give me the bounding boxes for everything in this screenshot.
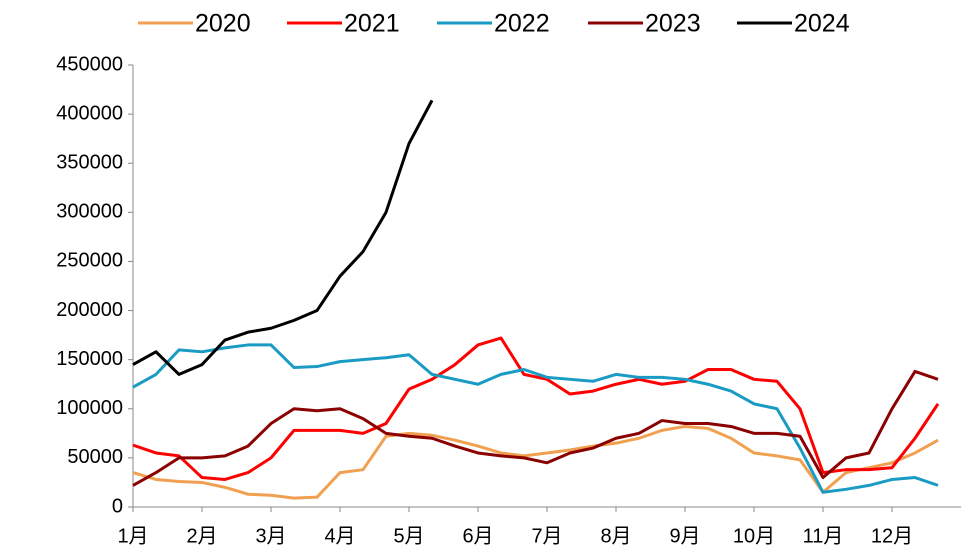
legend-label: 2022 — [494, 10, 550, 38]
x-tick-label: 1月 — [117, 525, 148, 547]
x-tick-label: 10月 — [733, 525, 775, 547]
x-tick-label: 3月 — [255, 525, 286, 547]
series-line — [132, 343, 939, 494]
y-tick-label: 200000 — [56, 299, 123, 321]
y-tick-label: 450000 — [56, 53, 123, 75]
x-tick-label: 7月 — [531, 525, 562, 547]
legend-label: 2024 — [794, 10, 850, 38]
series-line — [132, 424, 939, 500]
y-tick-label: 150000 — [56, 348, 123, 370]
x-tick-label: 9月 — [669, 525, 700, 547]
x-tick-label: 6月 — [462, 525, 493, 547]
x-tick-label: 12月 — [871, 525, 913, 547]
legend-label: 2020 — [195, 10, 251, 38]
x-tick-label: 2月 — [186, 525, 217, 547]
legend-label: 2023 — [645, 10, 701, 38]
series-line — [132, 99, 434, 376]
y-tick-label: 350000 — [56, 152, 123, 174]
x-tick-label: 11月 — [803, 525, 844, 547]
series-line — [132, 369, 939, 487]
y-tick-label: 400000 — [56, 102, 123, 124]
y-tick-label: 100000 — [56, 397, 123, 419]
x-tick-label: 5月 — [393, 525, 424, 547]
y-tick-label: 0 — [112, 495, 123, 517]
x-tick-label: 4月 — [324, 525, 355, 547]
y-tick-label: 250000 — [56, 250, 123, 272]
series-line — [132, 336, 940, 481]
legend-label: 2021 — [344, 10, 400, 38]
y-tick-label: 50000 — [67, 446, 123, 468]
y-tick-label: 300000 — [56, 201, 123, 223]
x-tick-label: 8月 — [600, 525, 631, 547]
